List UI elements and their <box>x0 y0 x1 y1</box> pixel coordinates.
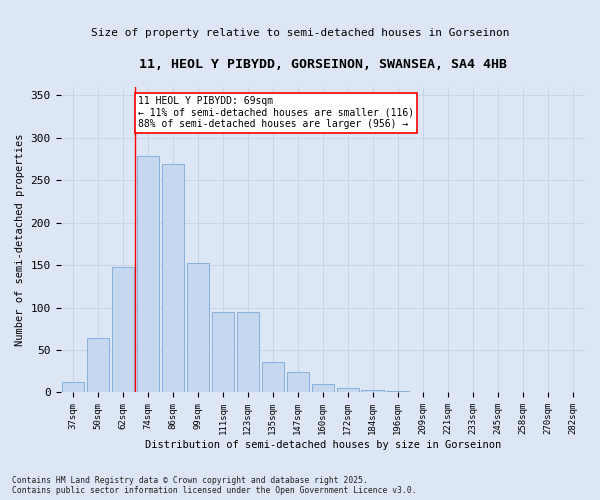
Bar <box>287 372 309 392</box>
Bar <box>311 384 334 392</box>
Bar <box>262 362 284 392</box>
Bar <box>112 267 134 392</box>
Bar <box>137 156 159 392</box>
Bar <box>161 164 184 392</box>
Bar <box>337 388 359 392</box>
Bar <box>386 391 409 392</box>
X-axis label: Distribution of semi-detached houses by size in Gorseinon: Distribution of semi-detached houses by … <box>145 440 501 450</box>
Bar <box>361 390 384 392</box>
Bar <box>236 312 259 392</box>
Y-axis label: Number of semi-detached properties: Number of semi-detached properties <box>15 134 25 346</box>
Title: 11, HEOL Y PIBYDD, GORSEINON, SWANSEA, SA4 4HB: 11, HEOL Y PIBYDD, GORSEINON, SWANSEA, S… <box>139 58 507 70</box>
Text: Size of property relative to semi-detached houses in Gorseinon: Size of property relative to semi-detach… <box>91 28 509 38</box>
Bar <box>187 264 209 392</box>
Bar <box>212 312 234 392</box>
Bar <box>87 338 109 392</box>
Bar <box>62 382 84 392</box>
Text: 11 HEOL Y PIBYDD: 69sqm
← 11% of semi-detached houses are smaller (116)
88% of s: 11 HEOL Y PIBYDD: 69sqm ← 11% of semi-de… <box>138 96 414 130</box>
Text: Contains HM Land Registry data © Crown copyright and database right 2025.
Contai: Contains HM Land Registry data © Crown c… <box>12 476 416 495</box>
